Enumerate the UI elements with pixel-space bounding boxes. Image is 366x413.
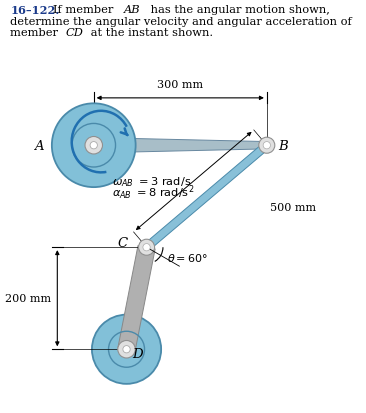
Text: B: B [278,139,288,152]
Circle shape [118,341,135,358]
Circle shape [123,346,130,353]
Text: D: D [132,347,143,360]
Text: at the instant shown.: at the instant shown. [87,28,213,38]
Circle shape [259,138,275,154]
Text: determine the angular velocity and angular acceleration of: determine the angular velocity and angul… [10,17,352,26]
Circle shape [85,137,102,154]
Text: C: C [118,236,128,249]
Text: $\alpha_{AB}$$\ = 8\ \mathrm{rad/s^2}$: $\alpha_{AB}$$\ = 8\ \mathrm{rad/s^2}$ [112,183,194,202]
Polygon shape [118,246,155,351]
Circle shape [143,244,150,251]
Circle shape [139,240,154,256]
Text: A: A [34,139,44,152]
Text: CD: CD [65,28,83,38]
Circle shape [92,315,161,384]
Text: $\omega_{AB}$$\ = 3\ \mathrm{rad/s}$: $\omega_{AB}$$\ = 3\ \mathrm{rad/s}$ [112,175,191,189]
Text: 200 mm: 200 mm [5,294,51,304]
Text: 300 mm: 300 mm [157,80,203,90]
Circle shape [52,104,136,188]
Polygon shape [144,143,269,251]
Circle shape [90,142,97,150]
Text: If member: If member [53,5,117,15]
Polygon shape [94,138,267,154]
Circle shape [263,142,270,150]
Text: has the angular motion shown,: has the angular motion shown, [147,5,330,15]
Text: member: member [10,28,62,38]
Text: $\theta = 60°$: $\theta = 60°$ [167,252,208,263]
Text: 16–122.: 16–122. [10,5,60,16]
Text: 500 mm: 500 mm [270,203,317,213]
Text: AB: AB [124,5,140,15]
